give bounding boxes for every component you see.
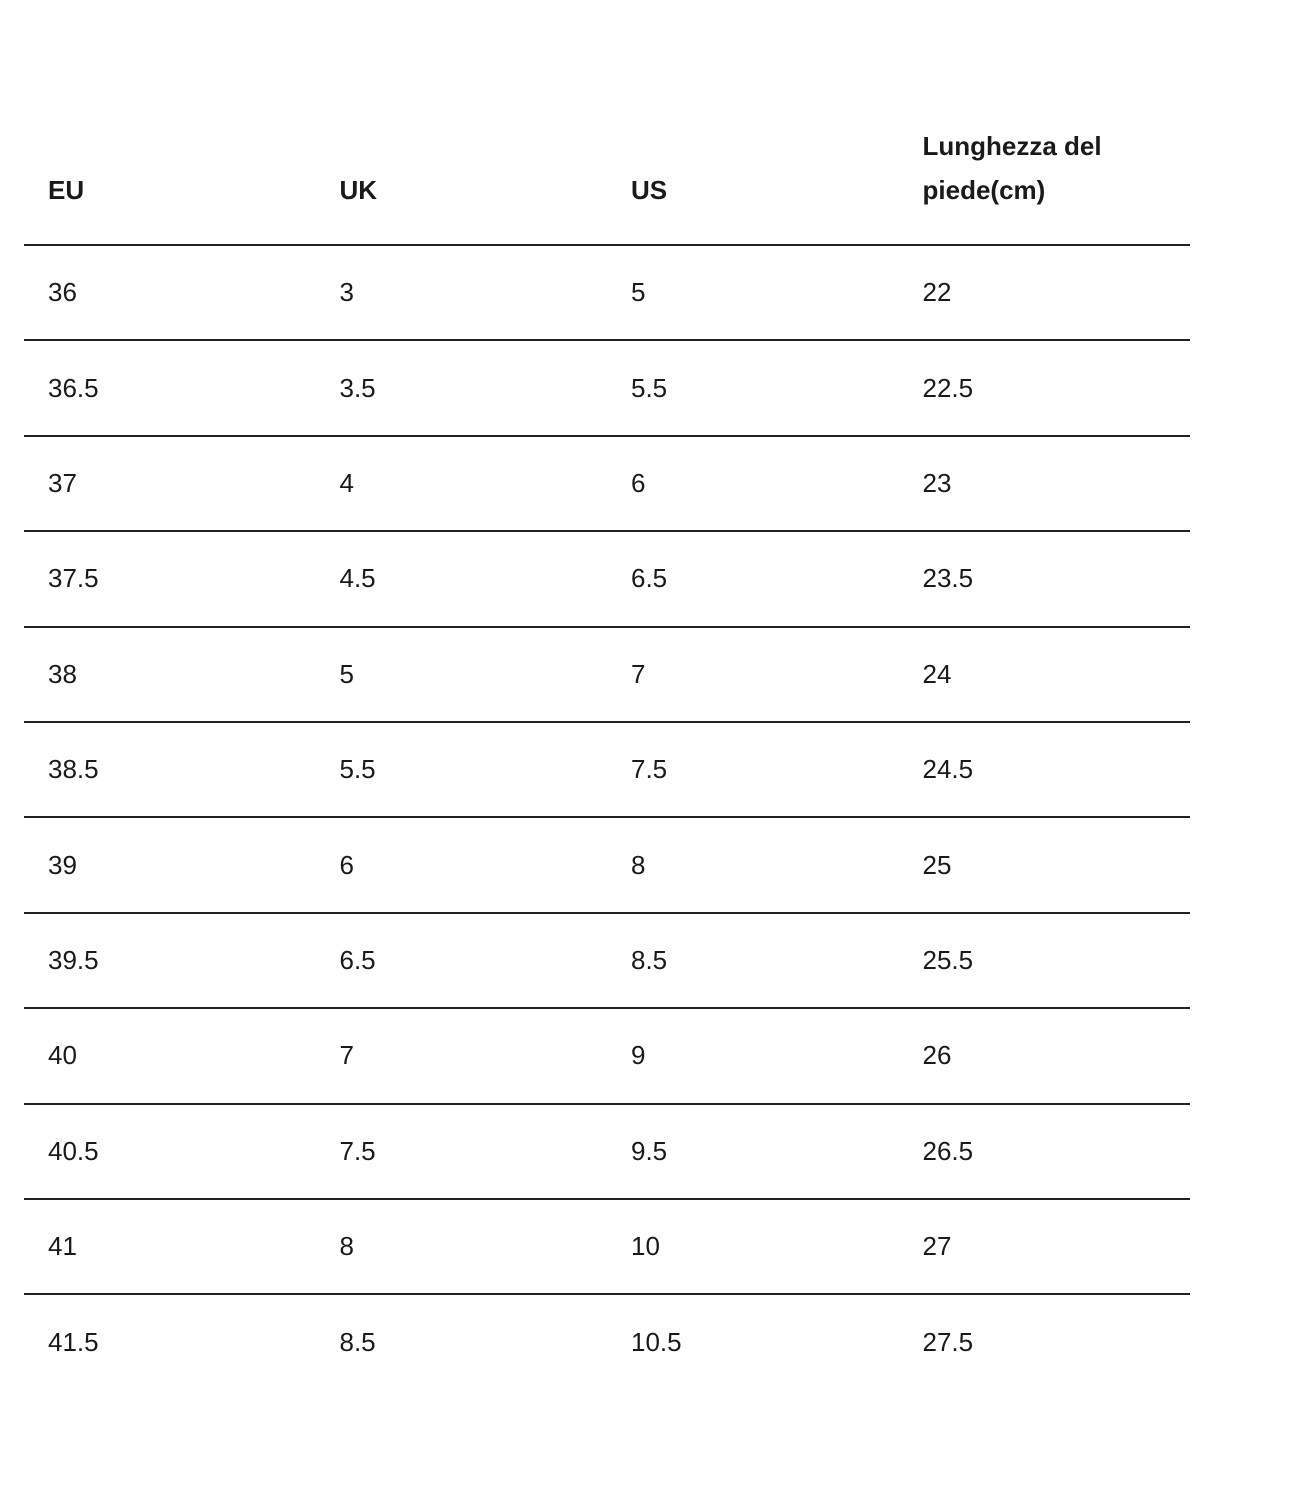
table-row: 36 3 5 22 — [24, 246, 1190, 342]
table-cell: 5 — [631, 277, 646, 308]
header-row: EU UK US Lunghezza del piede(cm) — [24, 128, 1190, 246]
header-cell: US — [607, 168, 899, 212]
table-row: 37 4 6 23 — [24, 437, 1190, 533]
table-cell: 10.5 — [631, 1327, 682, 1358]
table-cell: 7.5 — [339, 1135, 376, 1166]
table-cell: 8.5 — [631, 944, 668, 975]
table-cell: 6.5 — [631, 563, 668, 594]
table-row: 37.5 4.5 6.5 23.5 — [24, 532, 1190, 628]
table-cell: 41 — [48, 1231, 77, 1262]
table-cell: 8 — [339, 1231, 354, 1262]
table-cell: 22.5 — [922, 372, 974, 403]
table-row: 39.5 6.5 8.5 25.5 — [24, 914, 1190, 1010]
table-row: 38.5 5.5 7.5 24.5 — [24, 723, 1190, 819]
table-cell: 8.5 — [339, 1327, 376, 1358]
table-cell: 40.5 — [48, 1135, 99, 1166]
header-text: Lunghezza del piede(cm) — [922, 131, 1102, 205]
table-cell: 7 — [339, 1040, 354, 1071]
header-text: EU — [48, 175, 85, 205]
table-cell: 27.5 — [922, 1327, 974, 1358]
table-cell: 40 — [48, 1040, 77, 1071]
table-cell: 27 — [922, 1231, 952, 1262]
table-cell: 24.5 — [922, 754, 974, 785]
table-row: 38 5 7 24 — [24, 628, 1190, 723]
table-cell: 36 — [48, 277, 77, 308]
table-cell: 5 — [339, 658, 354, 689]
table-cell: 36.5 — [48, 372, 99, 403]
table-cell: 5.5 — [339, 754, 376, 785]
header-text: US — [631, 175, 668, 205]
table-cell: 6 — [339, 849, 354, 880]
size-table: EU UK US Lunghezza del piede(cm) 36 3 5 22 36.5 3… — [24, 128, 1190, 1391]
table-row: 41 8 10 27 — [24, 1200, 1190, 1296]
table-row: 36.5 3.5 5.5 22.5 — [24, 341, 1190, 437]
table-cell: 23 — [922, 467, 952, 498]
table-cell: 22 — [922, 277, 952, 308]
table-cell: 3 — [339, 277, 354, 308]
table-cell: 25.5 — [922, 944, 974, 975]
table-row: 41.5 8.5 10.5 27.5 — [24, 1295, 1190, 1390]
table-cell: 24 — [922, 658, 952, 689]
header-text: UK — [339, 175, 378, 205]
table-cell: 6 — [631, 467, 646, 498]
table-cell: 7.5 — [631, 754, 668, 785]
table-row: 40.5 7.5 9.5 26.5 — [24, 1105, 1190, 1200]
table-row: 39 6 8 25 — [24, 818, 1190, 914]
table-cell: 39.5 — [48, 944, 99, 975]
table-cell: 9 — [631, 1040, 646, 1071]
table-cell: 38 — [48, 658, 77, 689]
table-cell: 9.5 — [631, 1135, 668, 1166]
table-cell: 7 — [631, 658, 646, 689]
header-cell: UK — [316, 168, 608, 212]
table-cell: 4 — [339, 467, 354, 498]
table-cell: 6.5 — [339, 944, 376, 975]
table-cell: 23.5 — [922, 563, 974, 594]
table-cell: 4.5 — [339, 563, 376, 594]
table-cell: 41.5 — [48, 1327, 99, 1358]
table-cell: 10 — [631, 1231, 660, 1262]
table-row: 40 7 9 26 — [24, 1009, 1190, 1105]
table-cell: 3.5 — [339, 372, 376, 403]
table-cell: 26.5 — [922, 1135, 974, 1166]
table-cell: 26 — [922, 1040, 952, 1071]
table-cell: 37.5 — [48, 563, 99, 594]
table-cell: 39 — [48, 849, 77, 880]
table-cell: 25 — [922, 849, 952, 880]
table-cell: 37 — [48, 467, 77, 498]
header-cell: EU — [24, 168, 316, 212]
header-cell: Lunghezza del piede(cm) — [899, 124, 1191, 212]
table-cell: 5.5 — [631, 372, 668, 403]
table-cell: 8 — [631, 849, 646, 880]
table-cell: 38.5 — [48, 754, 99, 785]
